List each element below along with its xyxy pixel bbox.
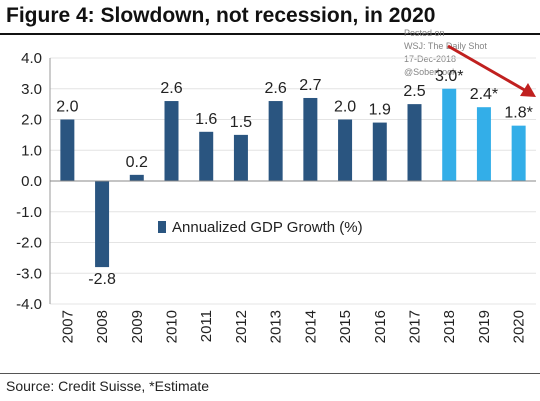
x-tick-label: 2015 xyxy=(337,310,354,343)
y-axis: 4.0 3.0 2.0 1.0 0.0 -1.0 -2.0 -3.0 -4.0 xyxy=(16,50,51,313)
x-tick-label: 2013 xyxy=(268,310,285,343)
bar xyxy=(233,134,248,181)
bar xyxy=(95,181,110,268)
data-label: 2.5 xyxy=(403,83,425,100)
data-label: 1.8* xyxy=(504,105,532,122)
watermark: Posted on WSJ: The Daily Shot 17-Dec-201… xyxy=(404,27,487,79)
y-tick-label: 3.0 xyxy=(21,81,42,98)
bar xyxy=(372,122,387,181)
data-label: 2.4* xyxy=(470,86,498,103)
source-note: Source: Credit Suisse, *Estimate xyxy=(6,378,210,394)
x-tick-label: 2014 xyxy=(302,310,319,343)
bar xyxy=(303,97,318,181)
y-tick-label: -4.0 xyxy=(16,296,42,313)
x-tick-label: 2020 xyxy=(511,310,528,343)
y-tick-label: -2.0 xyxy=(16,235,42,252)
x-tick-label: 2012 xyxy=(233,310,250,343)
data-label: 2.6 xyxy=(265,80,287,97)
bar xyxy=(407,104,422,181)
gdp-bar-chart: 4.0 3.0 2.0 1.0 0.0 -1.0 -2.0 -3.0 -4.0 2.0 -2.8 0… xyxy=(16,44,536,343)
y-tick-label: -3.0 xyxy=(16,265,42,282)
data-label: 2.0 xyxy=(56,99,78,116)
y-tick-label: 1.0 xyxy=(21,142,42,159)
x-tick-label: 2009 xyxy=(129,310,146,343)
bar xyxy=(476,107,491,181)
bar xyxy=(268,101,283,181)
watermark-line: WSJ: The Daily Shot xyxy=(404,41,487,51)
watermark-line: 17-Dec-2018 xyxy=(404,54,457,64)
x-tick-label: 2010 xyxy=(164,310,181,343)
x-tick-label: 2008 xyxy=(94,310,111,343)
data-label: 3.0* xyxy=(435,68,463,85)
x-tick-label: 2018 xyxy=(441,310,458,343)
data-label: 0.2 xyxy=(126,154,148,171)
watermark-line: @SoberLook xyxy=(404,67,457,77)
legend-label: Annualized GDP Growth (%) xyxy=(172,219,363,236)
x-tick-label: 2007 xyxy=(59,310,76,343)
bar xyxy=(129,174,144,181)
data-label: -2.8 xyxy=(88,271,116,288)
y-tick-label: -1.0 xyxy=(16,204,42,221)
trend-arrow xyxy=(447,44,536,97)
trend-arrow-head xyxy=(520,83,536,97)
data-labels: 2.0 -2.8 0.2 2.6 1.6 1.5 2.6 2.7 2.0 1.9 2.5 3.0* 2.… xyxy=(56,68,533,288)
bar xyxy=(511,125,526,181)
data-label: 2.0 xyxy=(334,99,356,116)
y-tick-label: 2.0 xyxy=(21,112,42,129)
title-rule xyxy=(0,33,540,35)
x-axis: 2007 2008 2009 2010 2011 2012 2013 2014 2015 2016… xyxy=(50,180,536,343)
bar xyxy=(164,101,179,181)
chart-title: Figure 4: Slowdown, not recession, in 20… xyxy=(6,4,436,27)
x-tick-label: 2011 xyxy=(198,310,215,342)
source-rule xyxy=(0,373,540,374)
data-label: 2.6 xyxy=(160,80,182,97)
bar xyxy=(60,119,75,181)
legend-swatch xyxy=(158,221,166,233)
x-tick-label: 2017 xyxy=(407,310,424,343)
bar xyxy=(442,88,457,181)
x-tick-label: 2019 xyxy=(476,310,493,343)
watermark-line: Posted on xyxy=(404,28,445,38)
trend-arrow-line xyxy=(447,44,529,94)
data-label: 2.7 xyxy=(299,77,321,94)
bar xyxy=(199,131,214,181)
data-label: 1.9 xyxy=(369,102,391,119)
bars xyxy=(60,88,526,268)
y-tick-label: 0.0 xyxy=(21,173,42,190)
x-tick-label: 2016 xyxy=(372,310,389,343)
bar xyxy=(338,119,353,181)
legend: Annualized GDP Growth (%) xyxy=(158,219,363,236)
data-label: 1.6 xyxy=(195,111,217,128)
y-tick-label: 4.0 xyxy=(21,50,42,67)
data-label: 1.5 xyxy=(230,114,252,131)
